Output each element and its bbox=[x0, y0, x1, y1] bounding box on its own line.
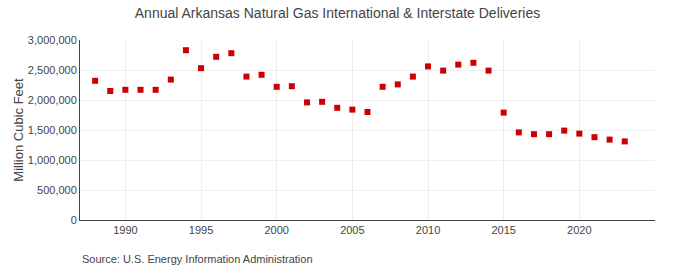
svg-text:2005: 2005 bbox=[340, 224, 364, 236]
svg-text:2,500,000: 2,500,000 bbox=[28, 64, 77, 76]
svg-text:Million Cubic Feet: Million Cubic Feet bbox=[11, 78, 26, 182]
svg-text:2,000,000: 2,000,000 bbox=[28, 94, 77, 106]
svg-text:1995: 1995 bbox=[189, 224, 213, 236]
svg-text:1,500,000: 1,500,000 bbox=[28, 124, 77, 136]
svg-text:500,000: 500,000 bbox=[37, 184, 77, 196]
svg-text:Source: U.S. Energy Informatio: Source: U.S. Energy Information Administ… bbox=[82, 253, 313, 265]
svg-text:0: 0 bbox=[71, 214, 77, 226]
svg-text:3,000,000: 3,000,000 bbox=[28, 34, 77, 46]
svg-text:1,000,000: 1,000,000 bbox=[28, 154, 77, 166]
svg-text:2000: 2000 bbox=[264, 224, 288, 236]
svg-text:2020: 2020 bbox=[567, 224, 591, 236]
svg-text:Annual Arkansas Natural Gas In: Annual Arkansas Natural Gas Internationa… bbox=[135, 5, 540, 21]
svg-text:2015: 2015 bbox=[491, 224, 515, 236]
svg-text:1990: 1990 bbox=[113, 224, 137, 236]
svg-text:2010: 2010 bbox=[416, 224, 440, 236]
